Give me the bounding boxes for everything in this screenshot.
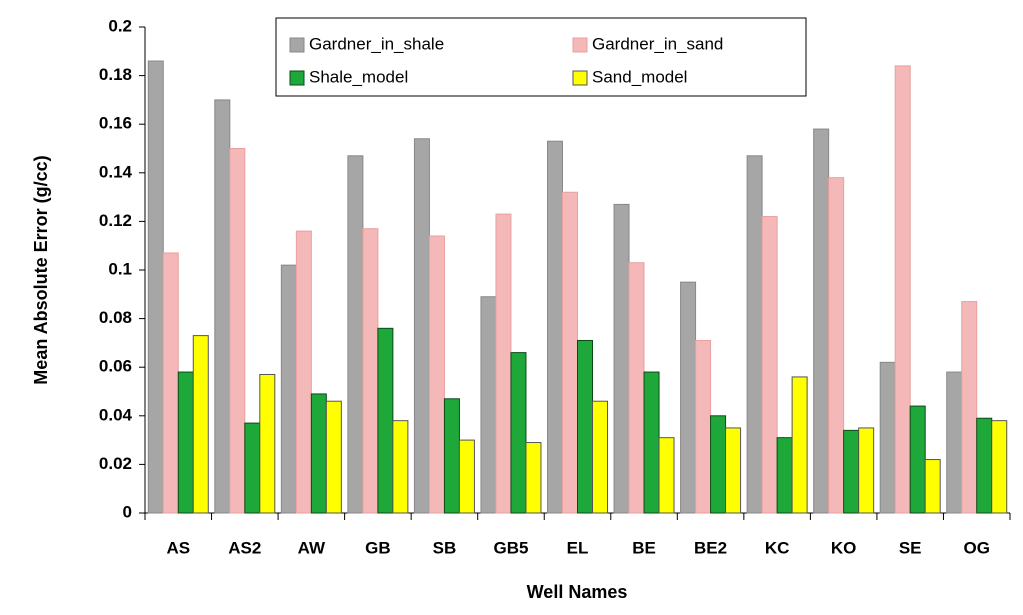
bar <box>192 335 209 514</box>
bar <box>259 373 276 514</box>
bar <box>776 437 793 514</box>
legend-label: Gardner_in_sand <box>592 34 723 53</box>
x-tick-label: AS2 <box>228 538 261 557</box>
bar <box>310 393 327 514</box>
x-tick-label: SE <box>899 538 922 557</box>
bar <box>961 301 978 514</box>
legend-label: Gardner_in_shale <box>309 34 444 53</box>
bar <box>725 427 742 514</box>
bar <box>791 376 808 514</box>
bar <box>879 361 896 514</box>
y-tick-label: 0.2 <box>108 16 132 35</box>
bar <box>392 420 409 514</box>
bar <box>428 235 445 514</box>
bar <box>813 128 830 514</box>
bar <box>991 420 1008 514</box>
x-tick-label: AS <box>166 538 190 557</box>
y-tick-label: 0.16 <box>99 114 132 133</box>
bar <box>680 281 697 514</box>
bar <box>746 155 763 514</box>
bar <box>362 228 379 514</box>
bar <box>613 203 630 514</box>
bar <box>458 439 475 514</box>
x-tick-label: OG <box>964 538 990 557</box>
bar <box>909 405 926 514</box>
bar <box>443 398 460 514</box>
bar <box>828 177 845 514</box>
bar <box>280 264 297 514</box>
legend-swatch <box>289 37 305 53</box>
bar <box>480 296 497 514</box>
bar <box>562 191 578 514</box>
x-tick-label: BE2 <box>694 538 727 557</box>
y-tick-label: 0.12 <box>99 211 132 230</box>
y-tick-label: 0.1 <box>108 259 132 278</box>
bar <box>658 437 675 514</box>
legend-swatch <box>572 70 588 86</box>
legend-box <box>275 17 807 97</box>
y-tick-label: 0.04 <box>99 405 133 424</box>
x-tick-label: GB <box>365 538 391 557</box>
y-tick-label: 0 <box>123 502 132 521</box>
bar <box>894 65 911 514</box>
bar <box>577 339 593 514</box>
bar <box>547 140 563 514</box>
bar <box>347 155 364 514</box>
bar <box>946 371 963 514</box>
bar <box>147 60 164 514</box>
bar <box>177 371 194 514</box>
bar <box>843 429 860 514</box>
y-tick-label: 0.18 <box>99 65 132 84</box>
bar <box>295 230 312 514</box>
bar <box>924 459 941 514</box>
x-tick-label: EL <box>567 538 589 557</box>
bar <box>214 99 231 514</box>
bar <box>495 213 512 514</box>
y-tick-label: 0.06 <box>99 357 132 376</box>
y-axis-title: Mean Absolute Error (g/cc) <box>31 155 51 384</box>
bar <box>377 327 394 514</box>
y-tick-label: 0.14 <box>99 162 133 181</box>
legend-label: Sand_model <box>592 67 687 86</box>
x-tick-label: SB <box>433 538 457 557</box>
bar <box>244 422 261 514</box>
bar <box>761 216 778 514</box>
bar <box>710 415 727 514</box>
bar <box>413 138 430 514</box>
bar <box>525 442 542 514</box>
x-tick-label: BE <box>632 538 656 557</box>
legend-swatch <box>289 70 305 86</box>
bar <box>643 371 660 514</box>
bar <box>592 400 608 514</box>
bar <box>229 148 246 514</box>
bar <box>695 339 712 514</box>
bar <box>858 427 875 514</box>
y-tick-label: 0.02 <box>99 454 132 473</box>
bar <box>628 262 645 514</box>
x-axis-title: Well Names <box>527 582 628 602</box>
bar <box>510 352 527 514</box>
bar <box>325 400 342 514</box>
bar <box>976 417 993 514</box>
legend-swatch <box>572 37 588 53</box>
x-tick-label: GB5 <box>493 538 528 557</box>
bar <box>162 252 179 514</box>
x-tick-label: KC <box>765 538 790 557</box>
x-tick-label: AW <box>298 538 326 557</box>
legend-label: Shale_model <box>309 67 408 86</box>
y-tick-label: 0.08 <box>99 308 132 327</box>
x-tick-label: KO <box>831 538 857 557</box>
